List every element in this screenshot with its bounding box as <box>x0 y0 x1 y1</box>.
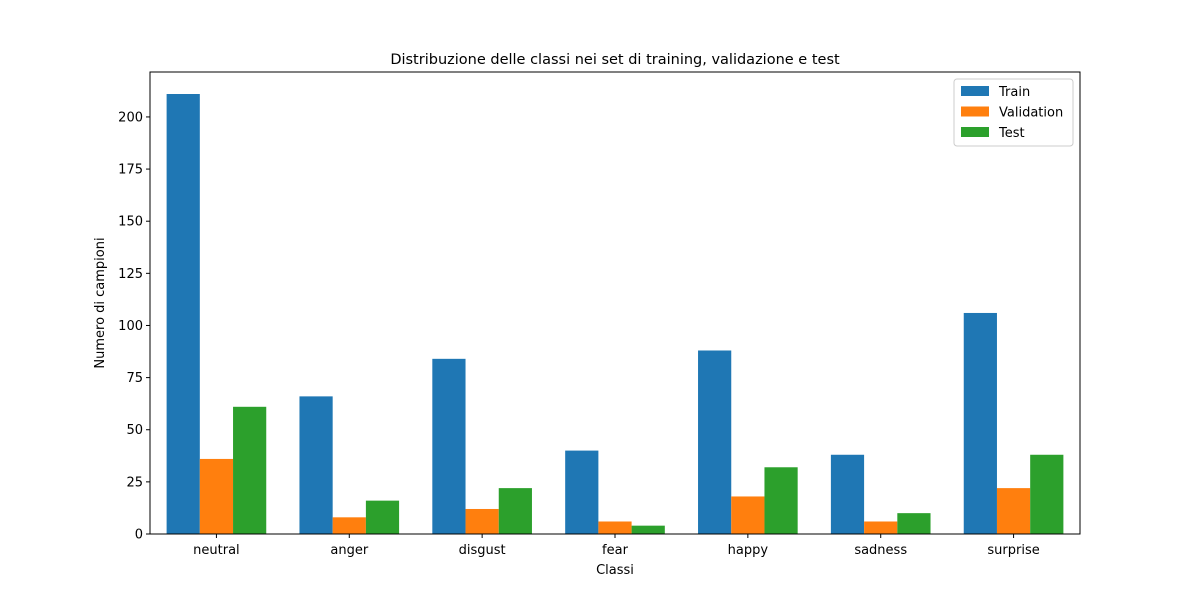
x-tick-label: fear <box>602 543 629 558</box>
legend-label-train: Train <box>998 85 1030 100</box>
bars-layer <box>166 94 1064 534</box>
y-tick-label: 125 <box>118 267 143 282</box>
x-tick-label: happy <box>728 543 769 558</box>
x-axis-label: Classi <box>596 563 634 578</box>
bar-train-sadness <box>830 454 865 534</box>
bar-validation-fear <box>598 521 632 534</box>
legend-label-test: Test <box>998 126 1025 141</box>
bar-train-fear <box>565 450 599 534</box>
x-tick-label: neutral <box>193 543 240 558</box>
x-tick-label: disgust <box>459 543 506 558</box>
bar-test-anger <box>365 500 400 534</box>
legend-label-validation: Validation <box>999 106 1063 121</box>
bar-train-anger <box>299 396 333 534</box>
legend-swatch-train <box>961 86 989 96</box>
plot-frame <box>149 71 1081 535</box>
y-tick-label: 175 <box>118 163 143 178</box>
bar-test-sadness <box>897 513 931 534</box>
legend-swatch-test <box>961 127 989 137</box>
chart-title: Distribuzione delle classi nei set di tr… <box>390 52 840 68</box>
bar-test-surprise <box>1030 454 1064 534</box>
y-axis-label: Numero di campioni <box>93 237 108 368</box>
y-tick-label: 100 <box>118 319 143 334</box>
y-tick-label: 0 <box>135 528 143 543</box>
bar-train-happy <box>698 350 732 534</box>
bar-validation-disgust <box>465 508 499 534</box>
bar-validation-neutral <box>199 458 234 534</box>
bar-test-fear <box>631 525 665 534</box>
y-tick-label: 200 <box>118 110 143 125</box>
x-tick-label: anger <box>330 543 368 558</box>
bar-validation-anger <box>332 517 366 534</box>
bar-test-happy <box>764 467 798 534</box>
x-tick-label: surprise <box>987 543 1039 558</box>
bar-validation-happy <box>731 496 765 534</box>
legend: Train Validation Test <box>953 78 1074 147</box>
x-axis-ticks: neutral anger disgust fear happy sadness surpr… <box>193 534 1040 558</box>
y-tick-label: 50 <box>126 423 143 438</box>
bar-validation-surprise <box>996 488 1031 534</box>
bar-test-neutral <box>233 406 267 534</box>
bar-train-surprise <box>963 312 997 534</box>
legend-swatch-validation <box>961 106 989 117</box>
bar-test-disgust <box>498 488 532 534</box>
bar-validation-sadness <box>864 521 898 534</box>
y-tick-label: 150 <box>118 215 143 230</box>
legend-items: Train Validation Test <box>961 85 1063 141</box>
y-tick-label: 75 <box>126 371 143 386</box>
bar-train-disgust <box>432 358 466 534</box>
y-axis-ticks: 0 25 50 75 100 125 150 175 200 <box>118 110 150 543</box>
x-tick-label: sadness <box>854 543 907 558</box>
bar-train-neutral <box>166 94 200 534</box>
y-tick-label: 25 <box>126 475 143 490</box>
